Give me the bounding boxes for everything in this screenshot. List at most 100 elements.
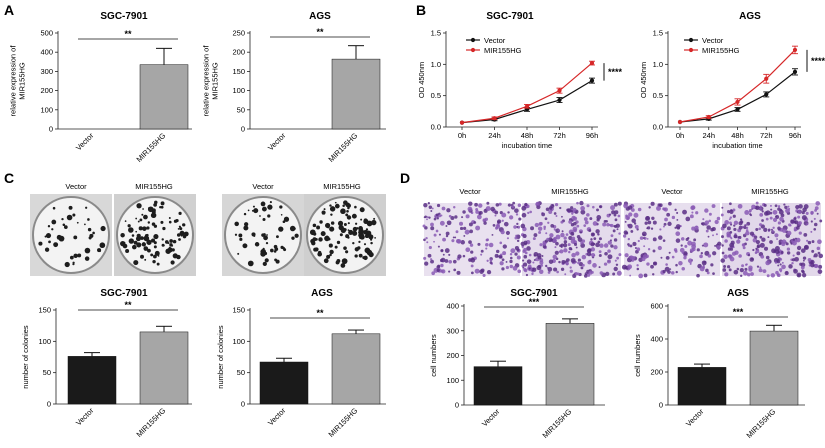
colony-spot bbox=[253, 234, 256, 237]
stained-cell bbox=[476, 214, 482, 220]
stained-cell bbox=[577, 261, 580, 265]
stained-cell bbox=[573, 228, 577, 233]
stained-cell bbox=[816, 246, 821, 251]
stained-cell bbox=[471, 257, 475, 261]
stained-cell bbox=[657, 245, 662, 251]
colony-spot bbox=[362, 256, 366, 260]
stained-cell bbox=[720, 213, 724, 217]
colony-spot bbox=[352, 241, 355, 245]
stained-cell bbox=[721, 244, 724, 247]
colony-spot bbox=[247, 260, 254, 267]
stained-cell bbox=[489, 261, 493, 264]
stained-cell bbox=[516, 239, 520, 243]
colony-spot bbox=[293, 227, 296, 230]
stained-cell bbox=[761, 210, 764, 213]
stained-cell bbox=[687, 258, 693, 264]
colony-spot bbox=[266, 234, 268, 236]
data-point-vector bbox=[589, 78, 595, 83]
colony-spot bbox=[283, 216, 290, 222]
colony-spot bbox=[327, 226, 330, 229]
stained-cell bbox=[573, 242, 578, 246]
stained-cell bbox=[497, 220, 501, 224]
stained-cell bbox=[785, 242, 789, 246]
stained-cell bbox=[795, 204, 800, 210]
stained-cell bbox=[480, 253, 483, 256]
stained-cell bbox=[607, 240, 612, 245]
stained-cell bbox=[737, 203, 743, 209]
colony-spot bbox=[336, 240, 341, 245]
stained-cell bbox=[803, 204, 809, 209]
stained-cell bbox=[806, 239, 809, 242]
stained-cell bbox=[445, 231, 450, 236]
stained-cell bbox=[572, 207, 577, 212]
stained-cell bbox=[495, 249, 500, 254]
colony-spot bbox=[260, 201, 266, 207]
y-tick-label: 300 bbox=[446, 326, 459, 335]
stained-cell bbox=[685, 216, 691, 222]
stained-cell bbox=[563, 243, 568, 248]
colony-spot bbox=[77, 253, 82, 258]
stained-cell bbox=[736, 239, 741, 244]
stained-cell bbox=[756, 245, 760, 249]
bar-vector bbox=[677, 367, 727, 406]
y-tick-label: 100 bbox=[232, 337, 245, 346]
stained-cell bbox=[592, 221, 598, 226]
colony-spot bbox=[85, 206, 88, 209]
stained-cell bbox=[482, 273, 486, 277]
x-tick-label: 0h bbox=[458, 131, 466, 140]
stained-cell bbox=[445, 234, 449, 238]
colony-spot bbox=[147, 248, 151, 253]
colony-spot bbox=[48, 240, 51, 244]
stained-cell bbox=[796, 225, 800, 230]
stained-cell bbox=[567, 243, 571, 247]
stained-cell bbox=[732, 214, 736, 218]
stained-cell bbox=[524, 268, 528, 273]
stained-cell bbox=[656, 205, 661, 211]
stained-cell bbox=[554, 203, 559, 207]
stained-cell bbox=[442, 237, 446, 242]
stained-cell bbox=[536, 204, 541, 210]
colony-spot bbox=[365, 228, 369, 231]
colony-spot bbox=[154, 250, 160, 256]
stained-cell bbox=[545, 207, 550, 212]
stained-cell bbox=[494, 214, 497, 217]
colony-spot bbox=[100, 225, 106, 232]
colony-spot bbox=[87, 227, 92, 232]
colony-spot bbox=[329, 253, 332, 257]
legend-marker-mir155hg bbox=[688, 47, 694, 53]
stained-cell bbox=[563, 248, 568, 253]
colony-spot bbox=[178, 238, 181, 241]
stained-cell bbox=[755, 247, 758, 250]
stained-cell bbox=[629, 244, 633, 248]
stained-cell bbox=[673, 248, 678, 252]
colony-spot bbox=[53, 242, 59, 248]
stained-cell bbox=[733, 234, 738, 239]
legend-marker-mir155hg bbox=[470, 47, 476, 53]
colony-spot bbox=[347, 236, 350, 239]
stained-cell bbox=[486, 238, 489, 242]
colony-spot bbox=[162, 226, 166, 231]
stained-cell bbox=[703, 242, 709, 248]
colony-spot bbox=[237, 252, 240, 255]
stained-cell bbox=[802, 259, 805, 262]
stained-cell bbox=[747, 253, 751, 257]
stained-cell bbox=[530, 226, 535, 231]
stained-cell bbox=[702, 218, 705, 221]
stained-cell bbox=[431, 271, 435, 276]
colony-spot bbox=[368, 234, 374, 240]
bar-mir155hg bbox=[749, 330, 799, 406]
stained-cell bbox=[423, 238, 426, 242]
colony-spot bbox=[352, 226, 358, 232]
y-axis-label: relative expression of bbox=[202, 45, 211, 117]
x-axis-label: incubation time bbox=[502, 141, 552, 150]
y-tick-label: 1.5 bbox=[431, 29, 441, 38]
colony-spot bbox=[98, 249, 102, 252]
stained-cell bbox=[791, 258, 796, 262]
stained-cell bbox=[704, 208, 709, 213]
stained-cell bbox=[786, 251, 791, 255]
stained-cell bbox=[765, 255, 770, 260]
stained-cell bbox=[511, 205, 515, 209]
stained-cell bbox=[507, 203, 512, 207]
stained-cell bbox=[676, 211, 679, 214]
stained-cell bbox=[758, 223, 763, 227]
